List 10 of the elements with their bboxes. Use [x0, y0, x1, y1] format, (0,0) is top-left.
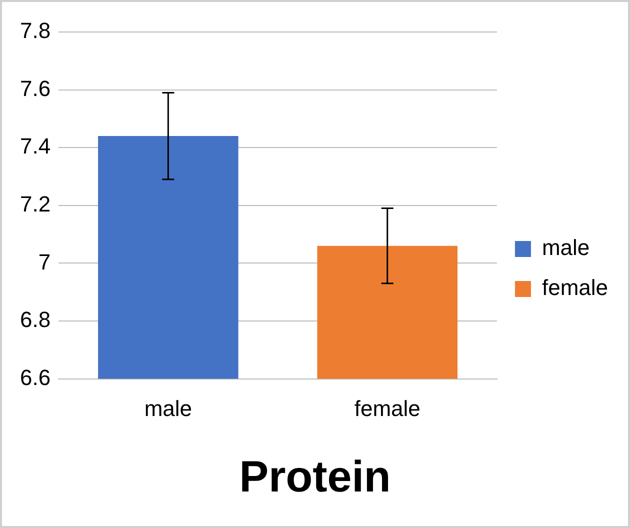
text: Protein [239, 452, 391, 502]
legend-label: female [542, 275, 608, 300]
y-tick-label: 7.2 [20, 191, 51, 216]
y-tick-label: 7 [38, 249, 51, 274]
y-tick-label: 6.8 [20, 307, 51, 332]
legend-label: male [542, 235, 590, 260]
y-tick-label: 7.6 [20, 76, 51, 101]
y-tick-label: 6.6 [20, 364, 51, 390]
y-tick-label: 7.4 [20, 134, 51, 159]
y-tick-label: 7.8 [20, 18, 51, 44]
